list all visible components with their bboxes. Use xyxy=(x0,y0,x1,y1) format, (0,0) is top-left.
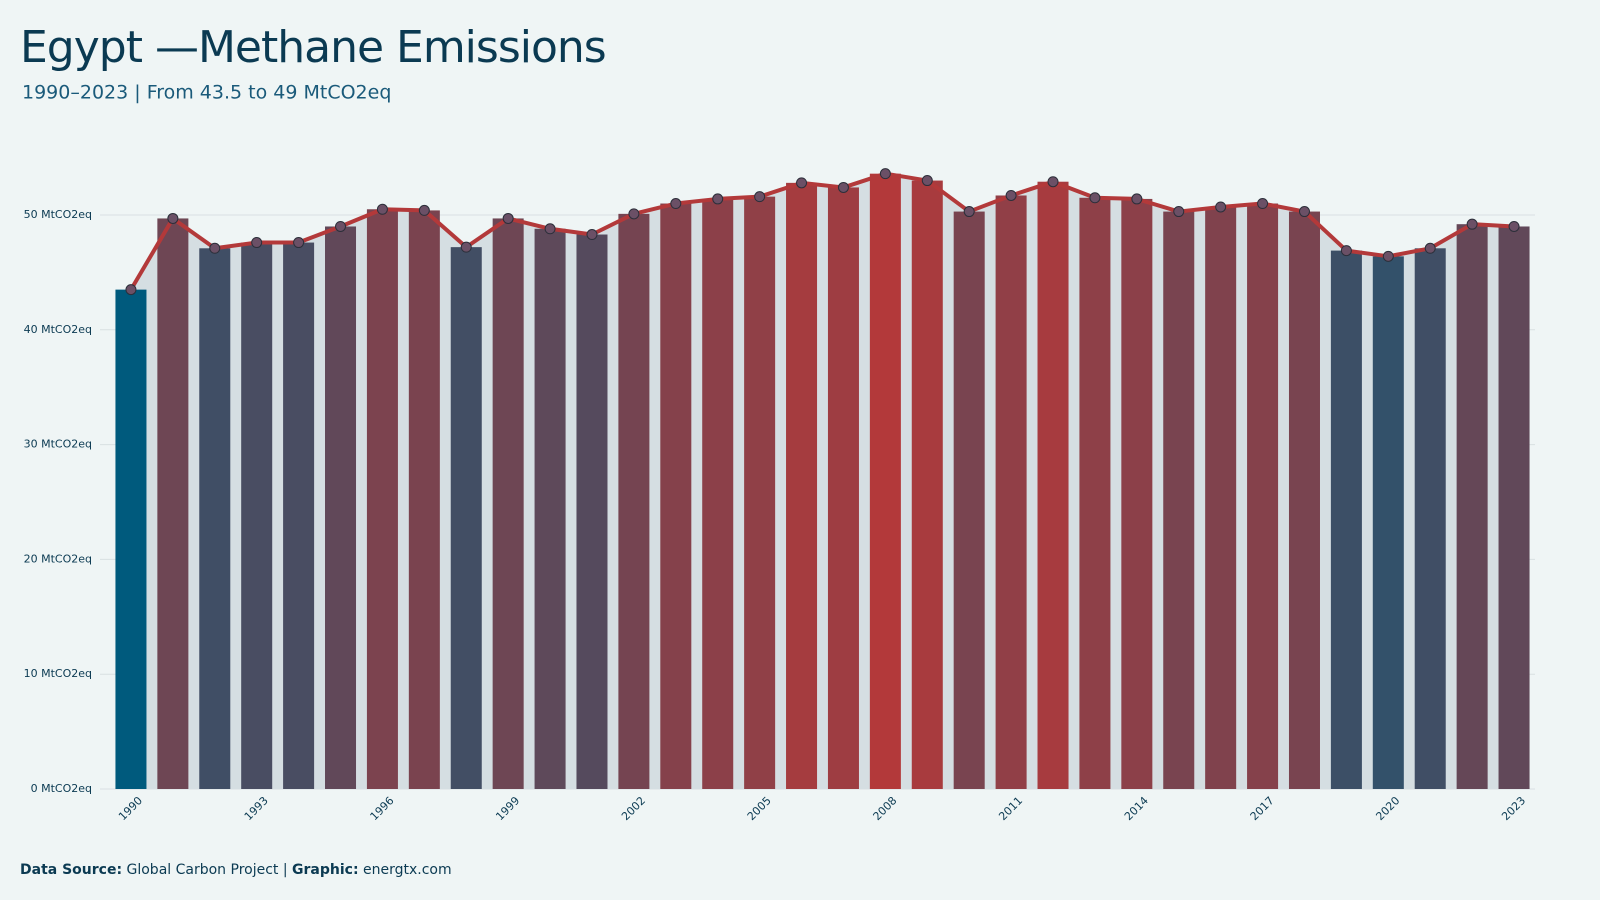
marker xyxy=(1466,218,1478,230)
bar xyxy=(702,198,734,790)
bar xyxy=(995,195,1027,789)
marker xyxy=(1298,206,1310,218)
bar xyxy=(827,187,859,789)
marker xyxy=(628,208,640,220)
y-tick-label: 20 MtCO2eq xyxy=(24,552,92,565)
marker xyxy=(209,242,221,254)
marker xyxy=(293,237,305,249)
bar xyxy=(1456,224,1488,789)
marker xyxy=(125,284,137,296)
chart-title: Egypt —Methane Emissions xyxy=(20,22,606,73)
marker xyxy=(502,212,514,224)
marker xyxy=(1508,220,1520,232)
bar xyxy=(1079,197,1111,789)
y-tick-label: 50 MtCO2eq xyxy=(24,208,92,221)
graphic: energtx.com xyxy=(363,862,452,878)
bar xyxy=(157,218,189,790)
bar xyxy=(786,182,818,789)
x-tick-label: 2002 xyxy=(619,794,648,823)
x-tick-label: 2005 xyxy=(745,794,774,823)
bar xyxy=(408,210,440,789)
bar xyxy=(283,242,315,789)
bar xyxy=(660,203,692,789)
bar xyxy=(1205,206,1237,790)
marker xyxy=(418,204,430,216)
footer: Data Source: Global Carbon Project | Gra… xyxy=(20,862,452,878)
x-tick-label: 2008 xyxy=(871,794,900,823)
marker xyxy=(1257,198,1269,210)
bar xyxy=(869,173,901,789)
bar xyxy=(1121,198,1153,790)
y-tick-label: 30 MtCO2eq xyxy=(24,438,92,451)
x-tick-label: 2011 xyxy=(996,794,1025,823)
bar xyxy=(1498,226,1530,790)
bar xyxy=(1288,211,1320,789)
bar xyxy=(1372,256,1404,789)
marker xyxy=(754,191,766,203)
marker xyxy=(1340,245,1352,257)
marker xyxy=(251,237,263,249)
bar xyxy=(1247,203,1279,789)
y-tick-label: 40 MtCO2eq xyxy=(24,323,92,336)
marker xyxy=(712,193,724,205)
marker xyxy=(460,241,472,253)
marker xyxy=(167,212,179,224)
x-tick-label: 2020 xyxy=(1373,794,1402,823)
bar xyxy=(1330,250,1362,789)
marker xyxy=(1382,250,1394,262)
bar xyxy=(534,228,566,789)
bar xyxy=(115,289,147,789)
marker xyxy=(1215,201,1227,213)
source-label: Data Source: xyxy=(20,862,122,878)
x-tick-label: 1996 xyxy=(368,794,397,823)
marker xyxy=(376,203,388,215)
marker xyxy=(1173,206,1185,218)
source: Global Carbon Project | xyxy=(127,862,288,878)
bar xyxy=(744,196,776,789)
bar xyxy=(1414,248,1446,790)
bar xyxy=(366,209,398,789)
bar xyxy=(911,180,943,789)
bar xyxy=(576,234,608,790)
marker xyxy=(544,223,556,235)
marker xyxy=(335,220,347,232)
bar xyxy=(450,247,482,790)
marker xyxy=(1005,189,1017,201)
bar xyxy=(241,242,273,789)
marker xyxy=(1424,242,1436,254)
x-tick-label: 2023 xyxy=(1499,794,1528,823)
marker xyxy=(796,177,808,189)
marker xyxy=(921,175,933,187)
line xyxy=(129,171,1515,291)
x-tick-label: 1999 xyxy=(493,794,522,823)
marker xyxy=(1131,193,1143,205)
x-tick-label: 1993 xyxy=(242,794,271,823)
marker xyxy=(670,198,682,210)
marker xyxy=(1089,192,1101,204)
x-tick-label: 1990 xyxy=(116,794,145,823)
bar xyxy=(618,213,650,790)
x-tick-label: 2017 xyxy=(1248,794,1277,823)
marker xyxy=(963,206,975,218)
marker xyxy=(586,229,598,241)
y-tick-label: 0 MtCO2eq xyxy=(31,782,92,795)
x-tick-label: 2014 xyxy=(1122,794,1151,823)
marker xyxy=(1047,176,1059,188)
chart-subtitle: 1990–2023 | From 43.5 to 49 MtCO2eq xyxy=(22,82,391,104)
bar xyxy=(325,226,357,790)
marker xyxy=(837,181,849,193)
marker xyxy=(879,168,891,180)
bar xyxy=(953,211,985,789)
y-tick-label: 10 MtCO2eq xyxy=(24,667,92,680)
bar xyxy=(1163,211,1195,789)
bar xyxy=(492,218,524,790)
graphic-label: Graphic: xyxy=(292,862,359,878)
bar xyxy=(1037,181,1069,789)
bar xyxy=(199,248,231,790)
